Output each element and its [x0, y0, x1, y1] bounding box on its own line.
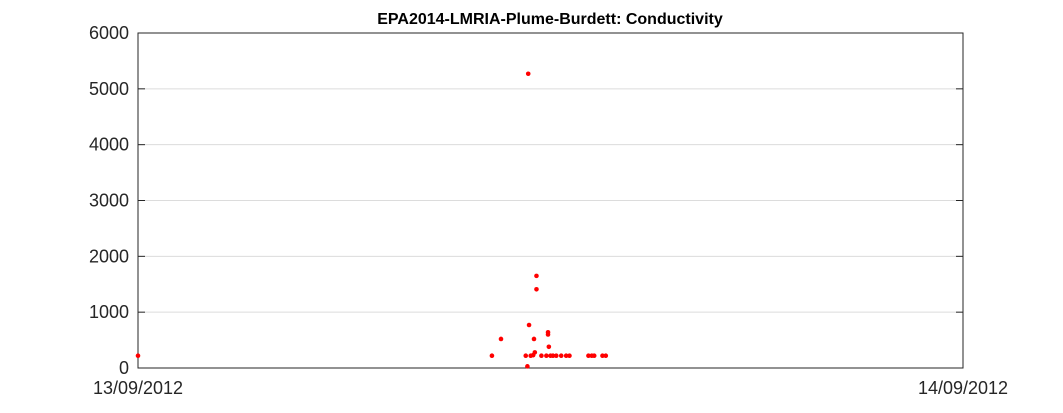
data-point: [546, 344, 552, 350]
y-tick-label: 5000: [89, 79, 129, 99]
y-tick-label: 3000: [89, 191, 129, 211]
data-point: [603, 353, 609, 359]
data-point: [489, 353, 495, 359]
y-tick-label: 6000: [89, 23, 129, 43]
grid-lines: [138, 88, 963, 313]
chart-title: EPA2014-LMRIA-Plume-Burdett: Conductivit…: [377, 11, 723, 28]
x-tick-label: 13/09/2012: [93, 378, 183, 398]
data-point: [525, 364, 530, 369]
data-point: [544, 353, 549, 359]
data-point: [558, 353, 564, 359]
data-point: [534, 286, 539, 292]
data-point: [523, 353, 529, 359]
data-point: [525, 71, 531, 77]
y-axis: 0 1000 2000 3000 4000 5000 6000: [89, 23, 963, 378]
data-point: [531, 336, 537, 342]
data-point: [600, 353, 605, 359]
y-tick-label: 1000: [89, 302, 129, 322]
data-point: [526, 322, 532, 328]
data-point: [498, 336, 504, 342]
data-point: [545, 332, 551, 337]
data-point: [563, 353, 569, 359]
data-point: [532, 350, 538, 355]
x-axis: 13/09/2012 14/09/2012: [93, 361, 1008, 398]
data-point: [591, 353, 597, 359]
y-tick-label: 0: [119, 358, 129, 378]
data-point: [550, 353, 556, 359]
data-points: [135, 71, 609, 369]
data-point: [553, 353, 559, 359]
data-point: [586, 353, 591, 359]
x-tick-label: 14/09/2012: [918, 378, 1008, 398]
y-tick-label: 2000: [89, 246, 129, 266]
y-tick-label: 4000: [89, 135, 129, 155]
data-point: [534, 273, 539, 279]
data-point: [135, 353, 141, 359]
data-point: [567, 353, 572, 359]
data-point: [539, 353, 544, 359]
